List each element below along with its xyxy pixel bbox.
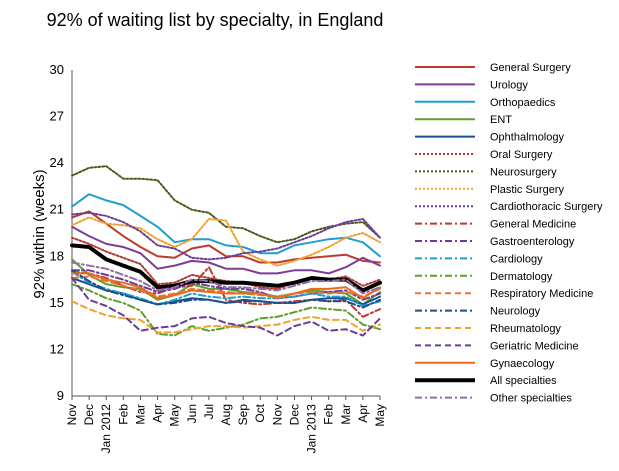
x-tick-label: Feb <box>116 404 130 425</box>
y-tick-label: 27 <box>50 109 64 124</box>
x-tick-label: May <box>168 404 182 427</box>
series-line-8 <box>71 211 381 261</box>
legend-label: Orthopaedics <box>490 97 556 109</box>
series-line-16 <box>71 277 381 337</box>
series-layer <box>70 165 382 337</box>
legend-label: Neurology <box>490 306 541 318</box>
legend-label: Oral Surgery <box>490 149 553 161</box>
series-line-17 <box>71 272 381 300</box>
x-tick-label: Oct <box>253 403 267 422</box>
y-tick-label: 24 <box>50 155 64 170</box>
x-tick-label: Feb <box>322 404 336 425</box>
x-tick-label: Dec <box>82 404 96 425</box>
legend-label: Dermatology <box>490 271 553 283</box>
series-line-6 <box>71 165 381 244</box>
legend-label: General Medicine <box>490 219 576 231</box>
y-tick-label: 12 <box>50 341 64 356</box>
legend-label: Gastroenterology <box>490 236 575 248</box>
x-tick-label: Mar <box>133 404 147 425</box>
series-line-7 <box>71 216 381 267</box>
x-tick-label: Jan 2013 <box>305 404 319 454</box>
legend-label: Neurosurgery <box>490 166 557 178</box>
x-tick-label: Jul <box>202 404 216 419</box>
legend-label: Rheumatology <box>490 323 561 335</box>
x-tick-label: Jan 2012 <box>99 404 113 454</box>
series-line-19 <box>71 261 381 295</box>
x-tick-label: Aug <box>219 404 233 425</box>
legend-label: Respiratory Medicine <box>490 288 593 300</box>
series-line-13 <box>71 275 381 298</box>
y-axis-label: 92% within (weeks) <box>31 169 48 298</box>
legend-label: Gynaecology <box>490 358 555 370</box>
series-line-18 <box>70 243 382 293</box>
series-line-15 <box>71 300 381 334</box>
series-line-2 <box>71 193 381 258</box>
x-tick-label: Jun <box>185 404 199 423</box>
series-line-14 <box>71 269 381 309</box>
x-tick-label: Nov <box>270 404 284 425</box>
series-line-11 <box>71 270 381 307</box>
legend-label: Cardiothoracic Surgery <box>490 201 603 213</box>
series-line-0 <box>71 210 381 264</box>
legend-label: All specialties <box>490 375 557 387</box>
legend-label: General Surgery <box>490 62 571 74</box>
legend: General Surgery Urology Orthopaedics ENT Oph… <box>415 62 603 405</box>
x-tick-label: Mar <box>339 404 353 425</box>
y-tick-label: 15 <box>50 295 64 310</box>
y-tick-label: 18 <box>50 248 64 263</box>
x-tick-label: Apr <box>356 404 370 423</box>
chart-title: 92% of waiting list by specialty, in Eng… <box>47 10 384 30</box>
x-tick-label: Sep <box>236 404 250 426</box>
y-tick-label: 30 <box>50 62 64 77</box>
legend-label: Cardiology <box>490 253 543 265</box>
legend-label: Urology <box>490 79 528 91</box>
x-tick-label: Dec <box>287 404 301 425</box>
legend-label: ENT <box>490 114 512 126</box>
series-line-12 <box>71 283 381 337</box>
x-tick-label: May <box>373 404 387 427</box>
legend-label: Geriatric Medicine <box>490 340 579 352</box>
legend-label: Ophthalmology <box>490 132 564 144</box>
x-tick-label: Nov <box>65 404 79 425</box>
y-tick-label: 21 <box>50 202 64 217</box>
y-tick-label: 9 <box>57 388 64 403</box>
legend-label: Plastic Surgery <box>490 184 564 196</box>
x-tick-label: Apr <box>151 404 165 423</box>
series-line-10 <box>71 269 381 301</box>
series-line-1 <box>71 225 381 275</box>
legend-label: Other specialties <box>490 393 572 405</box>
